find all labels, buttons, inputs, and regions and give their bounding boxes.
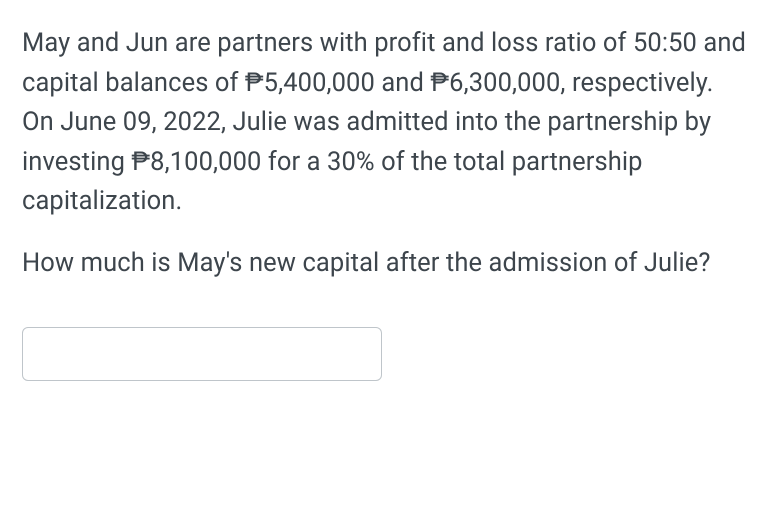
question-body: May and Jun are partners with profit and… (22, 24, 748, 222)
answer-input[interactable] (22, 327, 382, 381)
question-prompt: How much is May's new capital after the … (22, 244, 748, 284)
